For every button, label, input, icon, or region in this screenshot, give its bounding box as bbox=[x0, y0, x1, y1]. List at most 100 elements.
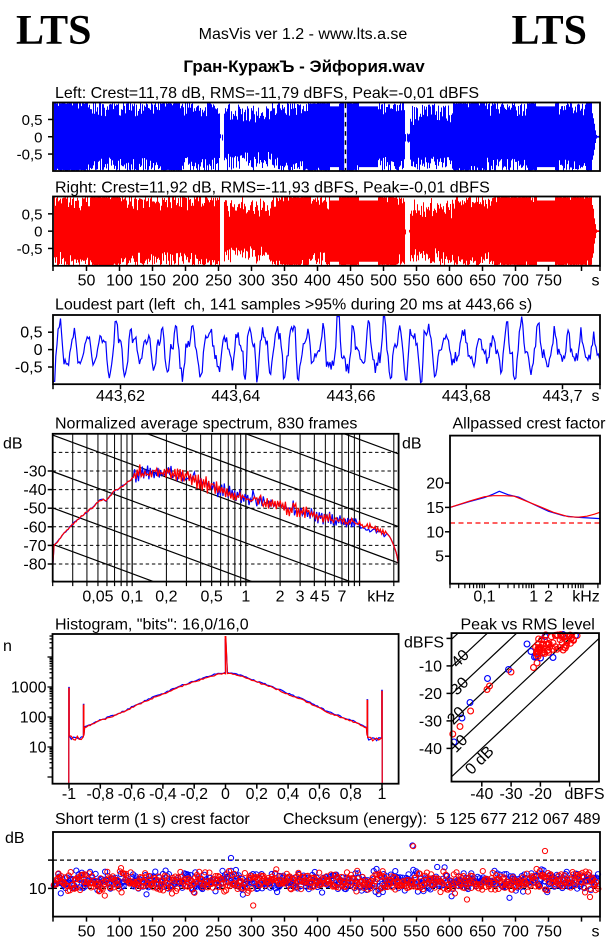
svg-text:-0,6: -0,6 bbox=[118, 786, 146, 803]
svg-text:1000: 1000 bbox=[11, 680, 47, 697]
svg-text:100: 100 bbox=[106, 924, 133, 941]
svg-text:Checksum (energy): 5 125 677: Checksum (energy): 5 125 677 212 067 489 bbox=[283, 811, 601, 828]
svg-text:-40: -40 bbox=[23, 482, 46, 499]
svg-text:443,66: 443,66 bbox=[327, 388, 376, 405]
svg-text:750: 750 bbox=[535, 273, 562, 290]
svg-text:-30: -30 bbox=[419, 713, 442, 730]
svg-text:-0,4: -0,4 bbox=[149, 786, 177, 803]
svg-text:2: 2 bbox=[276, 589, 285, 606]
svg-text:700: 700 bbox=[502, 273, 529, 290]
svg-text:250: 250 bbox=[205, 273, 232, 290]
svg-text:0,1: 0,1 bbox=[473, 589, 495, 606]
svg-text:0,1: 0,1 bbox=[121, 589, 143, 606]
svg-text:0,4: 0,4 bbox=[277, 786, 299, 803]
svg-text:Short term (1 s) crest factor: Short term (1 s) crest factor bbox=[55, 811, 250, 828]
svg-text:LTS: LTS bbox=[512, 8, 588, 54]
svg-text:Allpassed crest factor: Allpassed crest factor bbox=[453, 416, 606, 433]
svg-text:-40: -40 bbox=[470, 786, 493, 803]
svg-text:s: s bbox=[592, 388, 600, 405]
svg-text:50: 50 bbox=[78, 924, 96, 941]
svg-text:400: 400 bbox=[304, 273, 331, 290]
svg-text:0,2: 0,2 bbox=[155, 589, 177, 606]
svg-text:400: 400 bbox=[304, 924, 331, 941]
svg-text:4: 4 bbox=[310, 589, 319, 606]
svg-text:-20: -20 bbox=[529, 786, 552, 803]
svg-text:7: 7 bbox=[338, 589, 347, 606]
svg-text:500: 500 bbox=[370, 924, 397, 941]
svg-text:443,68: 443,68 bbox=[442, 388, 491, 405]
svg-text:0: 0 bbox=[34, 129, 42, 146]
svg-text:-70: -70 bbox=[23, 538, 46, 555]
svg-text:-0,8: -0,8 bbox=[87, 786, 115, 803]
svg-text:dBFS: dBFS bbox=[404, 635, 444, 652]
svg-text:-30: -30 bbox=[23, 464, 46, 481]
svg-text:550: 550 bbox=[403, 924, 430, 941]
svg-text:443,7: 443,7 bbox=[542, 388, 582, 405]
svg-text:443,62: 443,62 bbox=[96, 388, 145, 405]
svg-text:0,6: 0,6 bbox=[308, 786, 330, 803]
svg-text:0: 0 bbox=[221, 786, 230, 803]
svg-text:1: 1 bbox=[529, 589, 538, 606]
svg-text:750: 750 bbox=[535, 924, 562, 941]
svg-text:-10: -10 bbox=[419, 658, 442, 675]
svg-text:550: 550 bbox=[403, 273, 430, 290]
svg-text:-60: -60 bbox=[23, 519, 46, 536]
svg-text:0: 0 bbox=[34, 342, 43, 359]
svg-text:MasVis ver 1.2 - www.lts.a.se: MasVis ver 1.2 - www.lts.a.se bbox=[199, 26, 408, 43]
svg-text:20: 20 bbox=[426, 476, 444, 493]
svg-text:n: n bbox=[3, 638, 12, 655]
svg-text:Right: Crest=11,92 dB, RMS=-11: Right: Crest=11,92 dB, RMS=-11,93 dBFS, … bbox=[55, 180, 490, 197]
svg-text:450: 450 bbox=[337, 273, 364, 290]
svg-text:-50: -50 bbox=[23, 501, 46, 518]
svg-text:700: 700 bbox=[502, 924, 529, 941]
svg-text:350: 350 bbox=[271, 273, 298, 290]
svg-text:2: 2 bbox=[544, 589, 553, 606]
svg-text:3: 3 bbox=[296, 589, 305, 606]
svg-text:10: 10 bbox=[29, 881, 47, 898]
svg-text:dB: dB bbox=[5, 830, 25, 847]
svg-text:dB: dB bbox=[3, 436, 23, 453]
svg-text:-0,2: -0,2 bbox=[180, 786, 208, 803]
svg-text:-0,5: -0,5 bbox=[15, 360, 43, 377]
svg-text:500: 500 bbox=[370, 273, 397, 290]
svg-text:-0,5: -0,5 bbox=[17, 147, 43, 164]
svg-text:0,8: 0,8 bbox=[340, 786, 362, 803]
svg-text:443,64: 443,64 bbox=[211, 388, 260, 405]
svg-text:-20: -20 bbox=[419, 686, 442, 703]
svg-text:Histogram, "bits": 16,0/16,0: Histogram, "bits": 16,0/16,0 bbox=[55, 617, 249, 634]
svg-text:s: s bbox=[592, 924, 600, 941]
svg-text:300: 300 bbox=[238, 924, 265, 941]
svg-text:5: 5 bbox=[435, 549, 444, 566]
svg-text:150: 150 bbox=[139, 273, 166, 290]
svg-text:1: 1 bbox=[378, 786, 387, 803]
svg-text:-40: -40 bbox=[419, 741, 442, 758]
svg-text:600: 600 bbox=[436, 273, 463, 290]
svg-text:0,2: 0,2 bbox=[246, 786, 268, 803]
svg-text:0,05: 0,05 bbox=[82, 589, 113, 606]
svg-text:50: 50 bbox=[78, 273, 96, 290]
svg-text:650: 650 bbox=[469, 273, 496, 290]
svg-text:Peak vs RMS level: Peak vs RMS level bbox=[461, 617, 595, 634]
svg-text:kHz: kHz bbox=[367, 589, 395, 606]
svg-text:650: 650 bbox=[469, 924, 496, 941]
svg-text:dB: dB bbox=[402, 436, 422, 453]
svg-text:450: 450 bbox=[337, 924, 364, 941]
svg-text:1: 1 bbox=[241, 589, 250, 606]
svg-text:-80: -80 bbox=[23, 557, 46, 574]
svg-text:300: 300 bbox=[238, 273, 265, 290]
svg-text:150: 150 bbox=[139, 924, 166, 941]
svg-text:0: 0 bbox=[34, 224, 42, 241]
svg-text:dBFS: dBFS bbox=[564, 786, 604, 803]
svg-text:15: 15 bbox=[426, 500, 444, 517]
svg-text:200: 200 bbox=[172, 924, 199, 941]
svg-text:0,5: 0,5 bbox=[201, 589, 223, 606]
svg-text:Normalized average spectrum, 8: Normalized average spectrum, 830 frames bbox=[55, 416, 357, 433]
svg-text:kHz: kHz bbox=[572, 589, 600, 606]
svg-text:-0,5: -0,5 bbox=[17, 241, 43, 258]
svg-text:250: 250 bbox=[205, 924, 232, 941]
svg-text:LTS: LTS bbox=[16, 8, 92, 54]
svg-text:Left: Crest=11,78 dB, RMS=-11,: Left: Crest=11,78 dB, RMS=-11,79 dBFS, P… bbox=[55, 85, 479, 102]
svg-text:10: 10 bbox=[426, 524, 444, 541]
svg-text:s: s bbox=[592, 273, 600, 290]
svg-text:0,5: 0,5 bbox=[20, 325, 42, 342]
